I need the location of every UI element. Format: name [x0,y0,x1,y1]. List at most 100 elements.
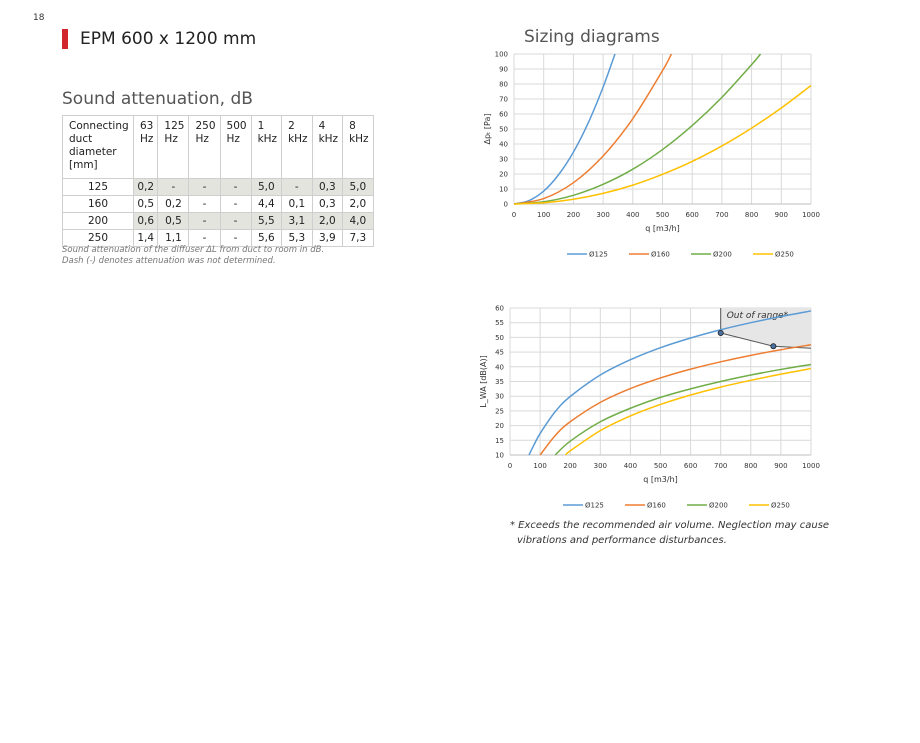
y-tick-label: 60 [495,305,504,313]
header-cell-freq: 63 Hz [132,115,159,179]
x-tick-label: 300 [596,211,609,219]
x-tick-label: 1000 [802,462,820,470]
attenuation-cell: - [219,195,252,213]
y-tick-label: 15 [495,437,504,445]
attenuation-cell: 4,4 [250,195,283,213]
attenuation-cell: 5,0 [342,178,374,196]
attenuation-cell: 0,5 [132,195,159,213]
x-tick-label: 800 [744,462,757,470]
y-tick-label: 50 [499,126,508,134]
data-marker [717,329,724,336]
header-cell-diameter: Connecting duct diameter [mm] [62,115,134,179]
y-tick-label: 80 [499,81,508,89]
freq-unit: kHz [349,133,369,145]
diameter-cell: 250 [62,229,134,247]
x-tick-label: 300 [594,462,607,470]
legend-entry: Ø160 [647,502,666,510]
y-tick-label: 20 [495,422,504,430]
header-cell-freq: 8 kHz [342,115,374,179]
freq-value: 8 [349,120,356,132]
legend-entry: Ø250 [771,502,790,510]
header-cell-freq: 500 Hz [219,115,252,179]
footnote-line: * Exceeds the recommended air volume. Ne… [510,520,830,531]
diameter-cell: 160 [62,195,134,213]
attenuation-cell: - [188,178,221,196]
attenuation-cell: 0,1 [281,195,313,213]
attenuation-cell: - [188,229,221,247]
x-tick-label: 600 [686,211,699,219]
x-tick-label: 600 [684,462,697,470]
header-line: diameter [69,146,117,158]
y-tick-label: 10 [499,186,508,194]
x-tick-label: 1000 [802,211,820,219]
header-cell-freq: 2 kHz [281,115,313,179]
table-row: 160 0,5 0,2- -4,4 0,1 0,3 2,0 [62,195,374,213]
attenuation-cell: 5,3 [281,229,313,247]
series-line-d200 [554,363,812,456]
title-accent-bar [62,29,68,49]
freq-unit: kHz [318,133,339,145]
attenuation-cell: 5,6 [250,229,283,247]
x-tick-label: 500 [654,462,667,470]
header-cell-freq: 250 Hz [188,115,221,179]
y-tick-label: 25 [495,407,504,415]
attenuation-cell: 5,5 [250,212,283,230]
x-tick-label: 800 [745,211,758,219]
sound-attenuation-table: Connecting duct diameter [mm] 63 Hz 125 Hz… [62,115,374,247]
attenuation-cell: 3,1 [281,212,313,230]
attenuation-cell: 2,0 [311,212,344,230]
x-tick-label: 0 [512,211,516,219]
y-tick-label: 30 [499,156,508,164]
table-row: 125 0,2- - -5,0-0,3 5,0 [62,178,374,196]
table-header-row: Connecting duct diameter [mm] 63 Hz 125 Hz… [62,115,374,179]
footnote-line: vibrations and performance disturbances. [517,535,727,546]
x-tick-label: 700 [714,462,727,470]
freq-unit: Hz [140,133,154,145]
header-cell-freq: 4 kHz [311,115,344,179]
freq-value: 63 [140,120,154,132]
y-tick-label: 50 [495,334,504,342]
header-line: duct [69,133,93,145]
note-line: Sound attenuation of the diffuser ΔL fro… [62,245,325,255]
legend-entry: Ø200 [713,251,732,259]
attenuation-cell: 0,6 [132,212,159,230]
header-line: Connecting [69,120,129,132]
freq-value: 250 [195,120,216,132]
attenuation-cell: 7,3 [342,229,374,247]
y-tick-label: 0 [504,201,508,209]
attenuation-cell: 0,3 [311,195,344,213]
attenuation-cell: 0,3 [311,178,344,196]
y-tick-label: 60 [499,111,508,119]
attenuation-cell: - [157,178,190,196]
x-tick-label: 200 [567,211,580,219]
legend-entry: Ø200 [709,502,728,510]
attenuation-cell: 1,1 [157,229,190,247]
attenuation-cell: 0,5 [157,212,190,230]
freq-value: 500 [226,120,247,132]
y-tick-label: 10 [495,452,504,460]
attenuation-cell: 0,2 [132,178,159,196]
x-axis-label: q [m3/h] [645,224,680,233]
header-cell-freq: 125 Hz [157,115,190,179]
x-tick-label: 900 [774,462,787,470]
diameter-cell: 125 [62,178,134,196]
freq-value: 1 [257,120,265,132]
attenuation-cell: 4,0 [342,212,374,230]
diameter-cell: 200 [62,212,134,230]
attenuation-cell: 3,9 [311,229,344,247]
freq-value: 4 [318,120,326,132]
freq-value: 2 [288,120,295,132]
freq-value: 125 [164,120,185,132]
y-tick-label: 90 [499,66,508,74]
series-line-d250 [565,367,812,456]
x-tick-label: 200 [564,462,577,470]
y-tick-label: 35 [495,378,504,386]
attenuation-cell: - [188,212,221,230]
y-tick-label: 100 [495,51,508,59]
series-line-d160 [513,53,673,205]
page-number: 18 [33,13,45,23]
x-tick-label: 100 [537,211,550,219]
attenuation-cell: - [219,212,252,230]
y-axis-label: Δpₜ [Pa] [483,113,492,144]
sound-attenuation-title: Sound attenuation, dB [62,89,253,109]
